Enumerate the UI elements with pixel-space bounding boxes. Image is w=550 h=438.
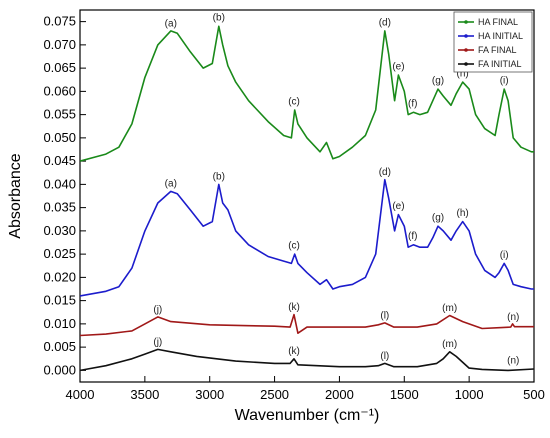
legend-marker: [464, 34, 468, 38]
peak-label: (k): [288, 302, 300, 313]
legend-label: HA INITIAL: [478, 31, 523, 41]
legend-label: FA FINAL: [478, 45, 517, 55]
peak-label: (h): [457, 208, 469, 219]
y-tick-label: 0.060: [43, 83, 76, 98]
legend-marker: [464, 62, 468, 66]
x-tick-label: 2500: [260, 387, 289, 402]
y-tick-label: 0.005: [43, 339, 76, 354]
y-tick-label: 0.055: [43, 107, 76, 122]
peak-label: (m): [442, 339, 457, 350]
y-tick-label: 0.030: [43, 223, 76, 238]
y-tick-label: 0.025: [43, 246, 76, 261]
x-tick-label: 1000: [455, 387, 484, 402]
legend-marker: [464, 20, 468, 24]
peak-label: (b): [213, 13, 225, 24]
y-tick-label: 0.070: [43, 37, 76, 52]
series-line-ha-initial: [80, 180, 534, 296]
peak-label: (g): [432, 75, 444, 86]
peak-label: (d): [379, 17, 391, 28]
x-tick-label: 3000: [195, 387, 224, 402]
y-tick-label: 0.045: [43, 153, 76, 168]
peak-label: (m): [442, 303, 457, 314]
y-tick-label: 0.010: [43, 316, 76, 331]
peak-label: (d): [379, 167, 391, 178]
peak-label: (e): [392, 201, 404, 212]
legend-label: FA INITIAL: [478, 59, 522, 69]
peak-label: (a): [165, 179, 177, 190]
peak-label: (c): [288, 96, 300, 107]
peak-label: (j): [153, 304, 162, 315]
peak-label: (f): [408, 99, 417, 110]
x-tick-label: 1500: [390, 387, 419, 402]
peak-label: (e): [392, 62, 404, 73]
y-tick-label: 0.035: [43, 200, 76, 215]
peak-label: (i): [500, 250, 509, 261]
peak-label: (j): [153, 337, 162, 348]
peak-label: (k): [288, 346, 300, 357]
y-tick-label: 0.040: [43, 176, 76, 191]
x-tick-label: 500: [523, 387, 545, 402]
peak-label: (l): [380, 310, 389, 321]
x-tick-label: 2000: [325, 387, 354, 402]
y-tick-label: 0.065: [43, 60, 76, 75]
peak-label: (n): [507, 312, 519, 323]
peak-label: (b): [213, 172, 225, 183]
peak-label: (g): [432, 213, 444, 224]
y-tick-label: 0.015: [43, 293, 76, 308]
y-tick-label: 0.050: [43, 130, 76, 145]
x-tick-label: 3500: [130, 387, 159, 402]
series-line-fa-final: [80, 315, 534, 336]
y-tick-label: 0.075: [43, 14, 76, 29]
peak-label: (i): [500, 75, 509, 86]
x-axis-title: Wavenumber (cm⁻¹): [235, 407, 380, 424]
y-axis-title: Absorbance: [7, 153, 24, 238]
peak-label: (f): [408, 231, 417, 242]
legend: HA FINAL HA INITIAL FA FINAL FA INITIAL: [454, 12, 532, 72]
legend-label: HA FINAL: [478, 17, 518, 27]
peak-label: (l): [380, 351, 389, 362]
series-line-fa-initial: [80, 349, 534, 370]
x-axis: 4000 3500 3000 2500 2000 1500 1000 500: [66, 376, 545, 402]
peak-label: (n): [507, 355, 519, 366]
x-tick-label: 4000: [66, 387, 95, 402]
peak-label: (c): [288, 241, 300, 252]
y-tick-label: 0.000: [43, 362, 76, 377]
y-tick-label: 0.020: [43, 269, 76, 284]
legend-marker: [464, 48, 468, 52]
peak-label: (a): [165, 18, 177, 29]
